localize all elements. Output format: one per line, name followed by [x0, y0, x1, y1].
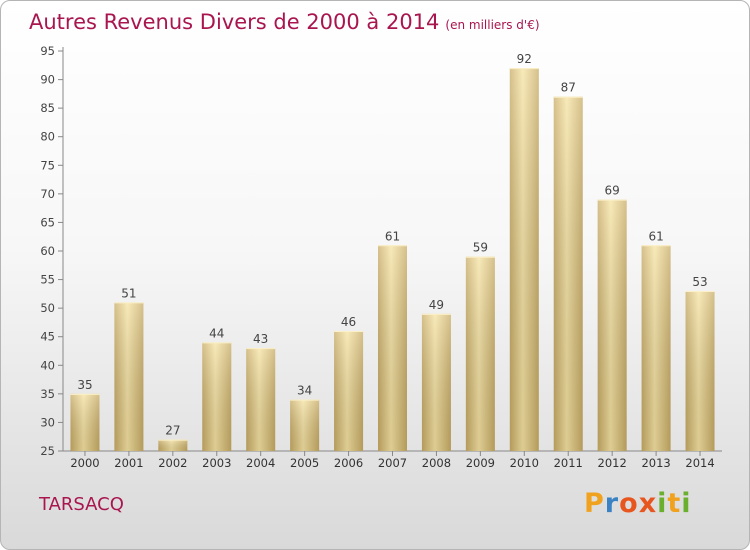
y-tick-label: 50	[40, 301, 55, 315]
chart-title: Autres Revenus Divers de 2000 à 2014 (en …	[29, 10, 540, 34]
y-tick-label: 80	[40, 130, 55, 144]
x-tick-label: 2012	[598, 456, 627, 470]
logo-letter: x	[638, 488, 658, 519]
bar-shade	[421, 313, 451, 451]
bar-shade	[641, 245, 671, 451]
place-name: TARSACQ	[39, 494, 124, 515]
bar-shade	[509, 68, 539, 452]
value-labels: 35 51 27 44 43 34 46 61 49 59 92 87 69 61 53	[77, 52, 707, 437]
y-tick-label: 70	[40, 187, 55, 201]
data-label: 69	[605, 184, 620, 198]
y-tick-label: 55	[40, 273, 55, 287]
bars	[70, 68, 715, 452]
y-tick-label: 75	[40, 158, 55, 172]
x-tick-label: 2009	[466, 456, 495, 470]
data-label: 87	[561, 81, 576, 95]
logo-letter: P	[584, 488, 605, 519]
bar-shade	[246, 348, 276, 451]
bar-shade	[597, 199, 627, 451]
bar-shade	[158, 439, 188, 451]
data-label: 49	[429, 298, 444, 312]
x-tick-label: 2000	[70, 456, 99, 470]
data-label: 46	[341, 315, 356, 329]
bar-shade	[685, 291, 715, 451]
x-tick-label: 2011	[554, 456, 583, 470]
x-tick-label: 2010	[510, 456, 539, 470]
data-label: 51	[121, 286, 136, 300]
logo-letter: i	[657, 488, 668, 519]
data-label: 27	[165, 424, 180, 438]
y-tick-label: 85	[40, 101, 55, 115]
data-label: 34	[297, 384, 312, 398]
data-label: 61	[648, 229, 663, 243]
bar-shade	[290, 399, 320, 451]
data-label: 61	[385, 229, 400, 243]
bar-shade	[553, 96, 583, 451]
x-tick-label: 2003	[202, 456, 231, 470]
y-tick-label: 90	[40, 73, 55, 87]
logo-letter: r	[604, 488, 620, 519]
x-tick-label: 2001	[114, 456, 143, 470]
bar-shade	[70, 393, 100, 451]
data-label: 59	[473, 241, 488, 255]
x-tick-label: 2002	[158, 456, 187, 470]
y-tick-label: 25	[40, 444, 55, 458]
bar-shade	[202, 342, 232, 451]
bar-shade	[378, 245, 407, 451]
y-tick-label: 35	[40, 387, 55, 401]
x-tick-label: 2004	[246, 456, 275, 470]
bar-shade	[465, 256, 495, 451]
proxiti-logo: Proxiti	[584, 488, 692, 519]
chart-subtitle: (en milliers d'€)	[445, 18, 540, 32]
axes: 25 30 35 40 45 50 55 60 65 70 75 80 85 90 95 2000 2001 20…	[40, 44, 722, 470]
data-label: 44	[209, 326, 224, 340]
x-tick-label: 2005	[290, 456, 319, 470]
x-tick-label: 2006	[334, 456, 363, 470]
y-tick-label: 40	[40, 358, 55, 372]
logo-letter: i	[681, 488, 692, 519]
x-tick-label: 2007	[378, 456, 407, 470]
bar-shade	[334, 331, 364, 451]
y-tick-label: 65	[40, 215, 55, 229]
data-label: 43	[253, 332, 268, 346]
logo-letter: t	[667, 488, 682, 519]
logo-letter: o	[619, 488, 639, 519]
x-tick-label: 2014	[685, 456, 714, 470]
bar-shade	[114, 302, 144, 451]
y-tick-label: 60	[40, 244, 55, 258]
y-tick-label: 30	[40, 415, 55, 429]
data-label: 53	[692, 275, 707, 289]
data-label: 35	[77, 378, 92, 392]
data-label: 92	[517, 52, 532, 66]
chart-title-text: Autres Revenus Divers de 2000 à 2014	[29, 10, 440, 34]
y-tick-label: 95	[40, 44, 55, 58]
y-tick-label: 45	[40, 330, 55, 344]
x-tick-label: 2013	[641, 456, 670, 470]
x-tick-label: 2008	[422, 456, 451, 470]
